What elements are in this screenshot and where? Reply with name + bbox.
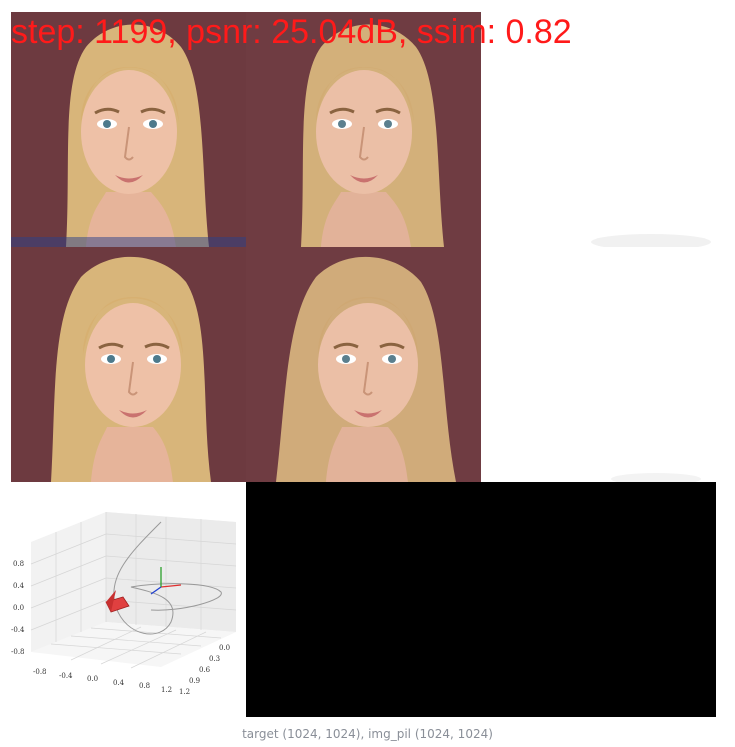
y-tick-label: 0.9	[189, 677, 200, 685]
x-tick-label: 0.8	[139, 682, 150, 690]
y-tick-label: 1.2	[179, 688, 190, 696]
face-target-tile-2	[11, 247, 246, 482]
face-render-tile-2	[246, 247, 481, 482]
camera-pose-3d-axes: 0.8 0.4 0.0 -0.4 -0.8 -0.8 -0.4 0.0 0.4 …	[11, 512, 237, 696]
x-tick-label: -0.4	[59, 672, 73, 680]
image-grid: 0.8 0.4 0.0 -0.4 -0.8 -0.8 -0.4 0.0 0.4 …	[11, 12, 716, 717]
face-portrait-image	[11, 12, 246, 247]
z-tick-label: -0.4	[11, 626, 25, 634]
x-tick-label: -0.8	[33, 668, 47, 676]
faint-shadow-image	[611, 473, 701, 482]
y-tick-label: 0.6	[199, 666, 211, 674]
face-portrait-image	[11, 247, 246, 482]
blank-white-tile	[481, 12, 716, 247]
z-tick-label: 0.8	[13, 560, 24, 568]
x-tick-label: 1.2	[161, 686, 172, 694]
z-tick-label: -0.8	[11, 648, 25, 656]
face-target-tile	[11, 12, 246, 247]
x-tick-label: 0.0	[87, 675, 98, 683]
faint-shadow-image	[591, 234, 711, 247]
z-tick-label: 0.4	[13, 582, 25, 590]
y-tick-label: 0.0	[219, 644, 230, 652]
metrics-overlay-text: step: 1199, psnr: 25.04dB, ssim: 0.82	[11, 13, 572, 51]
image-caption: target (1024, 1024), img_pil (1024, 1024…	[242, 727, 493, 741]
face-portrait-image	[246, 12, 481, 247]
x-tick-label: 0.4	[113, 679, 125, 687]
black-empty-panel	[246, 482, 716, 717]
blank-white-tile-2	[481, 247, 716, 482]
face-render-tile	[246, 12, 481, 247]
face-portrait-image	[246, 247, 481, 482]
z-tick-label: 0.0	[13, 604, 24, 612]
camera-pose-plot: 0.8 0.4 0.0 -0.4 -0.8 -0.8 -0.4 0.0 0.4 …	[11, 482, 246, 717]
y-tick-label: 0.3	[209, 655, 220, 663]
